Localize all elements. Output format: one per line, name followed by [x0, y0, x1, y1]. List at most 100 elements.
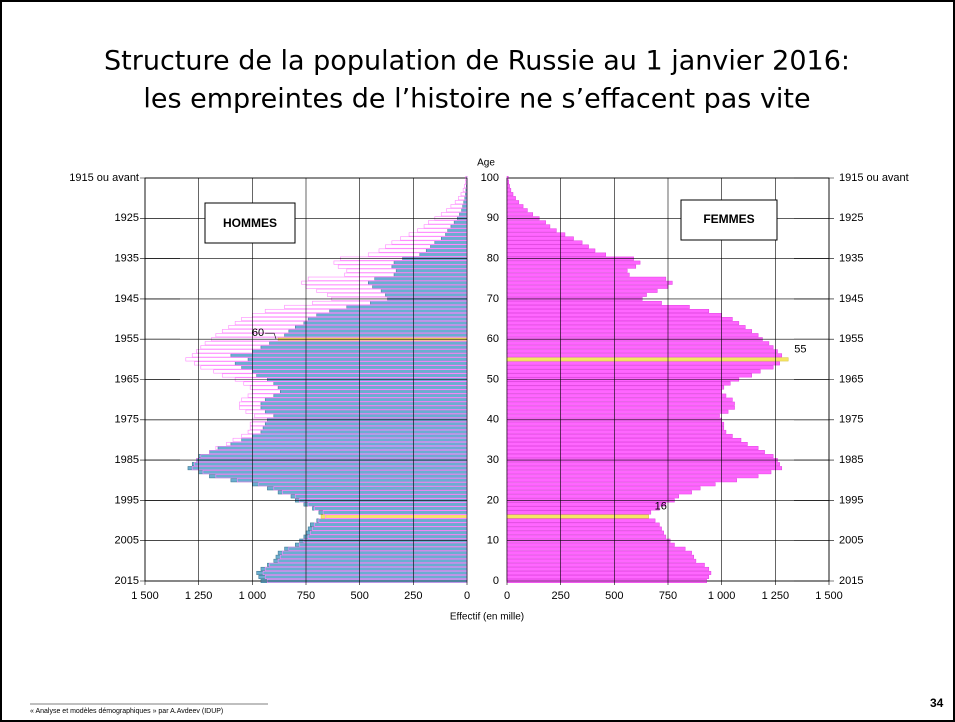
- bar: [506, 361, 780, 366]
- x-axis-label: Effectif (en mille): [450, 612, 524, 623]
- bar: [506, 510, 652, 515]
- bar: [260, 401, 468, 406]
- x-tick-label: 1 250: [185, 590, 213, 602]
- bar: [506, 236, 574, 241]
- bar: [506, 212, 534, 217]
- bar: [230, 442, 468, 446]
- bar: [506, 450, 765, 455]
- bar: [506, 502, 667, 507]
- bar: [230, 478, 468, 483]
- bar: [506, 554, 695, 559]
- y2-tick-label: 1955: [115, 333, 139, 345]
- title-line: Structure de la population de Russie au …: [104, 46, 850, 77]
- x-tick-label: 750: [297, 590, 315, 602]
- bar: [506, 421, 725, 426]
- bar: [374, 276, 468, 281]
- bar: [284, 333, 468, 338]
- bar: [346, 304, 468, 309]
- bar: [447, 228, 468, 233]
- bar: [506, 575, 710, 579]
- bar: [506, 204, 524, 209]
- footer: « Analyse et modèles démographiques » pa…: [30, 708, 223, 715]
- x-tick-label: 1 500: [815, 590, 843, 602]
- y-tick-label: 20: [487, 494, 499, 506]
- bar: [316, 518, 468, 523]
- bar: [461, 208, 468, 213]
- bar: [506, 429, 727, 434]
- bar: [506, 446, 759, 450]
- bar: [506, 454, 774, 459]
- y2-tick-label: 1995: [115, 494, 139, 506]
- bar: [260, 405, 468, 410]
- y-tick-label: 50: [487, 373, 499, 385]
- bar: [269, 341, 468, 346]
- bar: [260, 345, 468, 350]
- bar: [506, 248, 596, 253]
- bar: [506, 401, 735, 406]
- x-tick-label: 500: [605, 590, 623, 602]
- bar: [198, 470, 468, 475]
- y-tick-label: 60: [487, 333, 499, 345]
- bar: [277, 385, 468, 390]
- bar: [262, 425, 468, 430]
- x-tick-label: 0: [504, 590, 510, 602]
- y-tick-label: 0: [493, 575, 499, 587]
- y2-tick-label: 1975: [839, 414, 863, 426]
- bar: [434, 240, 468, 245]
- bar: [506, 288, 658, 293]
- bar: [307, 317, 468, 322]
- bar: [393, 272, 468, 277]
- bar: [506, 373, 752, 378]
- bar: [506, 566, 710, 571]
- bar: [506, 442, 748, 446]
- bar: [273, 393, 468, 398]
- bar: [506, 300, 662, 305]
- title-line: les empreintes de l’histoire ne s’efface…: [143, 84, 810, 115]
- y-tick-label: 70: [487, 293, 499, 305]
- bar: [372, 284, 468, 289]
- page-number: 34: [930, 696, 944, 710]
- bar: [258, 575, 468, 579]
- bar: [506, 534, 667, 539]
- bar: [247, 357, 468, 362]
- bar: [506, 405, 735, 410]
- bar: [506, 474, 759, 479]
- bar: [295, 325, 468, 330]
- bar: [277, 550, 468, 555]
- bar: [506, 466, 783, 471]
- bar: [316, 313, 468, 317]
- bar: [267, 562, 468, 567]
- bar: [380, 288, 468, 293]
- y-tick-label: 40: [487, 414, 499, 426]
- bar: [506, 208, 528, 213]
- y2-tick-label: 2005: [839, 535, 863, 547]
- bar: [506, 284, 669, 289]
- x-tick-label: 250: [551, 590, 569, 602]
- bar: [506, 409, 729, 414]
- bar: [273, 558, 468, 563]
- y-axis-label: Age: [477, 158, 495, 169]
- bar: [303, 502, 468, 507]
- bar: [217, 446, 468, 450]
- bar: [506, 309, 710, 313]
- bar: [506, 268, 628, 273]
- annotation: 60: [252, 327, 264, 339]
- bar: [506, 522, 660, 527]
- bar: [506, 546, 686, 551]
- bar: [506, 192, 514, 197]
- y2-tick-label: 1935: [115, 253, 139, 265]
- y2-tick-label: 1965: [115, 373, 139, 385]
- bar: [463, 200, 468, 205]
- bar: [295, 542, 468, 547]
- bar: [273, 381, 468, 386]
- x-tick-label: 1 000: [239, 590, 267, 602]
- bar: [264, 421, 468, 426]
- y2-tick-label: 1975: [115, 414, 139, 426]
- bar: [506, 437, 742, 442]
- x-tick-label: 250: [404, 590, 422, 602]
- bar: [506, 470, 772, 475]
- bar: [277, 490, 468, 495]
- y-tick-label: 90: [487, 212, 499, 224]
- bar: [506, 494, 679, 499]
- y2-tick-label: 1945: [839, 293, 863, 305]
